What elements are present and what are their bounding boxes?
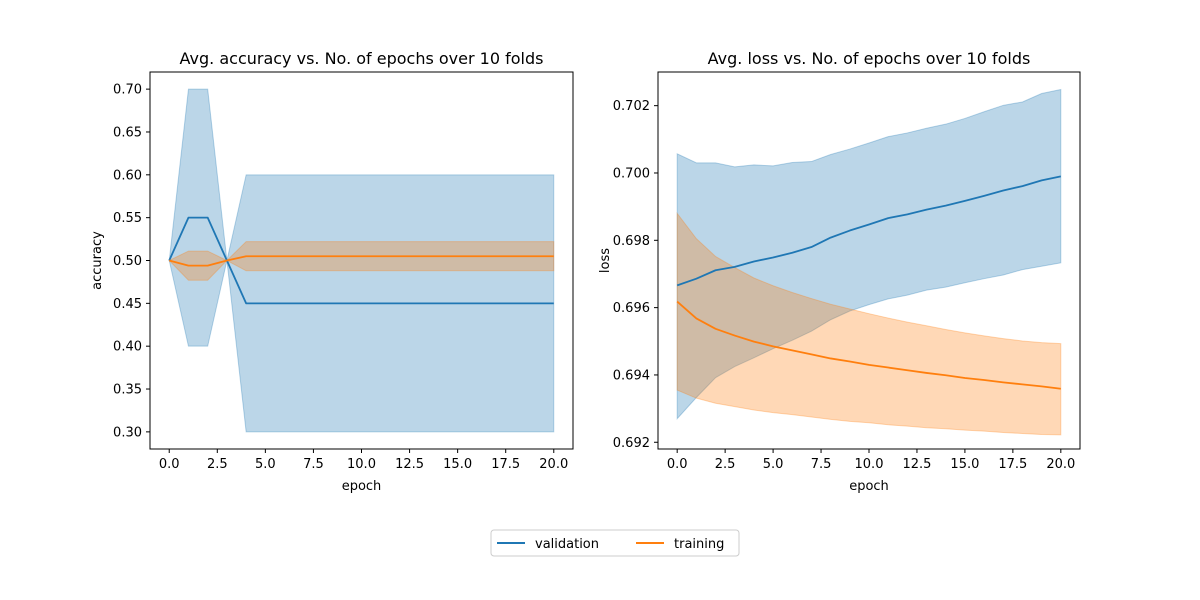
legend: validation training [490, 529, 740, 557]
y-tick-label: 0.35 [113, 383, 142, 398]
y-tick-label: 0.694 [613, 368, 650, 383]
x-tick-label: 15.0 [443, 457, 472, 472]
chart-title: Avg. loss vs. No. of epochs over 10 fold… [708, 49, 1031, 68]
x-tick-label: 7.5 [303, 457, 324, 472]
y-tick-label: 0.50 [113, 254, 142, 269]
x-tick-label: 5.0 [763, 457, 784, 472]
y-tick-label: 0.696 [613, 301, 650, 316]
y-tick-label: 0.692 [613, 436, 650, 451]
x-tick-label: 20.0 [1046, 457, 1075, 472]
y-tick-label: 0.702 [613, 99, 650, 114]
y-tick-label: 0.700 [613, 166, 650, 181]
y-tick-label: 0.45 [113, 297, 142, 312]
legend-validation-label: validation [535, 537, 599, 552]
x-tick-label: 7.5 [811, 457, 832, 472]
x-tick-label: 17.5 [998, 457, 1027, 472]
y-tick-label: 0.40 [113, 340, 142, 355]
legend-training-label: training [674, 537, 724, 552]
x-tick-label: 2.5 [715, 457, 736, 472]
x-tick-label: 12.5 [902, 457, 931, 472]
x-tick-label: 10.0 [347, 457, 376, 472]
x-tick-label: 5.0 [255, 457, 276, 472]
x-tick-label: 2.5 [207, 457, 228, 472]
accuracy-chart: 0.0 2.5 5.0 7.5 10.0 12.5 15.0 17.5 20.0 0.30 0.35… [90, 49, 574, 494]
x-tick-label: 20.0 [539, 457, 568, 472]
x-tick-label: 0.0 [159, 457, 180, 472]
x-tick-label: 15.0 [950, 457, 979, 472]
y-tick-label: 0.65 [113, 125, 142, 140]
x-axis-label: epoch [849, 479, 889, 494]
y-axis-label: loss [598, 248, 613, 273]
y-tick-label: 0.30 [113, 425, 142, 440]
training-line [676, 300, 1061, 390]
y-tick-label: 0.70 [113, 83, 142, 98]
y-tick-label: 0.698 [613, 234, 650, 249]
training-band [676, 211, 1062, 436]
x-axis-label: epoch [342, 479, 382, 494]
y-tick-label: 0.60 [113, 168, 142, 183]
x-tick-label: 10.0 [855, 457, 884, 472]
loss-chart: 0.0 2.5 5.0 7.5 10.0 12.5 15.0 17.5 20.0 0.692 0.6… [598, 49, 1081, 494]
validation-line [168, 216, 554, 305]
legend-frame [490, 529, 740, 557]
training-line [168, 255, 554, 267]
validation-band [676, 88, 1062, 421]
x-tick-label: 0.0 [667, 457, 688, 472]
y-axis-label: accuracy [90, 231, 105, 290]
x-tick-label: 17.5 [491, 457, 520, 472]
chart-title: Avg. accuracy vs. No. of epochs over 10 … [180, 49, 544, 68]
x-tick-label: 12.5 [395, 457, 424, 472]
y-tick-label: 0.55 [113, 211, 142, 226]
validation-line [676, 175, 1062, 287]
